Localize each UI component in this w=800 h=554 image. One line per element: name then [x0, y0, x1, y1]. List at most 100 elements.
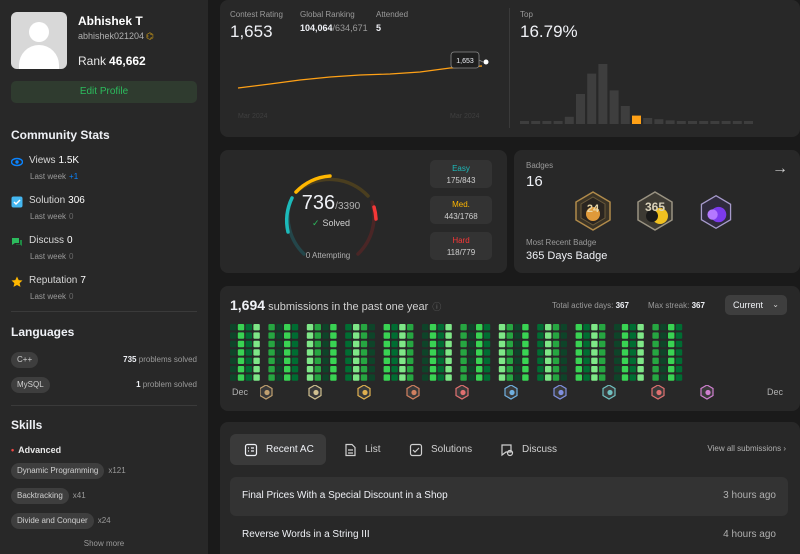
month-label-end: Dec: [767, 387, 784, 397]
language-pill[interactable]: C++: [11, 352, 39, 368]
heatmap-cell: [498, 357, 506, 364]
badge-2024-icon[interactable]: 24: [572, 190, 614, 232]
heatmap-cell: [629, 357, 636, 364]
language-count-value: 735: [123, 355, 137, 364]
heatmap-cell: [560, 366, 567, 373]
heatmap-cell: [591, 349, 598, 356]
avatar[interactable]: [11, 12, 67, 69]
heatmap-cell: [545, 324, 552, 331]
heatmap-cell: [522, 332, 529, 339]
heatmap-cell: [599, 349, 606, 356]
monthly-badge-dot: [411, 389, 417, 396]
histogram-bar: [587, 73, 597, 124]
heatmap-cell: [506, 340, 513, 348]
skill-pill[interactable]: Divide and Conquer: [11, 513, 94, 529]
heatmap-cell: [268, 357, 275, 364]
language-row-mysql: MySQL 1 problem solved: [11, 377, 197, 393]
heatmap-cell: [483, 349, 491, 356]
check-square-icon: [11, 196, 23, 208]
heatmap-cell: [245, 340, 252, 348]
heatmap-cell: [353, 357, 360, 364]
tab-recent-ac[interactable]: Recent AC: [230, 434, 326, 465]
heatmap-cell: [483, 340, 491, 348]
heatmap-cell: [498, 374, 506, 381]
submission-row[interactable]: Reverse Words in a String III 4 hours ag…: [230, 516, 788, 554]
heatmap-cell: [253, 366, 260, 373]
tab-solutions[interactable]: Solutions: [395, 434, 485, 465]
max-streak: Max streak: 367: [648, 301, 705, 310]
heatmap-cell: [353, 324, 360, 331]
difficulty-medium[interactable]: Med. 443/1768: [430, 196, 492, 224]
histogram-bar: [744, 121, 753, 124]
rating-line-chart[interactable]: 1,653 Mar 2024 Mar 2024: [220, 0, 510, 137]
heatmap-cell: [575, 374, 582, 381]
rank-histogram[interactable]: [520, 60, 790, 126]
heatmap-cell: [614, 374, 621, 381]
heatmap-cell: [399, 374, 406, 381]
badge-50-days-icon[interactable]: [698, 194, 734, 230]
user-handle: abhishek021204 ⌬: [78, 31, 154, 42]
heatmap-cell: [237, 349, 245, 356]
skill-pill[interactable]: Dynamic Programming: [11, 463, 105, 479]
heatmap-cell: [422, 332, 429, 339]
heatmap-cell: [514, 349, 521, 356]
heatmap-cell: [660, 340, 667, 348]
heatmap-cell: [276, 332, 283, 339]
top-percent-label: Top: [520, 10, 533, 19]
tab-list[interactable]: List: [329, 434, 393, 465]
heatmap-cell: [483, 332, 491, 339]
heatmap-cell: [345, 332, 352, 339]
heatmap-cell: [468, 324, 475, 331]
heatmap-cell: [230, 366, 237, 373]
active-days: Total active days: 367: [552, 301, 629, 310]
heatmap-cell: [629, 349, 636, 356]
difficulty-easy[interactable]: Easy 175/843: [430, 160, 492, 188]
edit-profile-button[interactable]: Edit Profile: [11, 81, 197, 103]
heatmap-cell: [637, 374, 644, 381]
heatmap-cell: [268, 349, 275, 356]
info-icon[interactable]: ⓘ: [432, 302, 442, 312]
arrow-right-icon[interactable]: →: [772, 160, 788, 177]
heatmap-cell: [245, 357, 252, 364]
heatmap-cell: [660, 374, 667, 381]
heatmap-cell: [575, 357, 582, 364]
heatmap-cell: [476, 374, 483, 381]
heatmap-cell: [460, 349, 467, 356]
difficulty-medium-label: Med.: [452, 200, 470, 209]
heatmap-cell: [498, 366, 506, 373]
heatmap-cell: [230, 374, 237, 381]
heatmap-cell: [291, 374, 299, 381]
histogram-bar: [710, 121, 720, 124]
submissions-heatmap-card: 1,694 submissions in the past one year ⓘ …: [220, 286, 800, 411]
submission-row[interactable]: Final Prices With a Special Discount in …: [230, 477, 788, 516]
heatmap-cell: [330, 324, 337, 331]
heatmap-cell: [514, 366, 521, 373]
heatmap-cell: [322, 324, 329, 331]
submission-time: 4 hours ago: [723, 529, 776, 540]
heatmap-cell: [483, 324, 491, 331]
profile-sidebar: Abhishek T abhishek021204 ⌬ Rank 46,662 Ed…: [0, 0, 208, 554]
tab-discuss[interactable]: Discuss: [486, 434, 576, 465]
skill-pill[interactable]: Backtracking: [11, 488, 69, 504]
language-count-suffix: problems solved: [138, 355, 197, 364]
heatmap-cell: [391, 340, 398, 348]
badge-365-icon[interactable]: 365: [634, 190, 676, 232]
difficulty-hard[interactable]: Hard 118/779: [430, 232, 492, 260]
heatmap-cell: [306, 357, 314, 364]
heatmap-cell: [575, 324, 582, 331]
language-pill[interactable]: MySQL: [11, 377, 50, 393]
show-more-link[interactable]: Show more: [83, 539, 125, 548]
heatmap-cell: [460, 374, 467, 381]
solved-label-text: Solved: [322, 218, 351, 228]
year-select[interactable]: Current ⌄: [725, 295, 787, 315]
heatmap-cell: [591, 340, 598, 348]
heatmap-cell: [360, 332, 368, 339]
view-all-submissions-link[interactable]: View all submissions ›: [707, 444, 786, 453]
heatmap-cell: [668, 340, 675, 348]
difficulty-hard-label: Hard: [452, 236, 470, 245]
submission-heatmap[interactable]: [230, 324, 790, 386]
heatmap-cell: [660, 324, 667, 331]
monthly-badge-dot: [656, 389, 662, 396]
heatmap-cell: [660, 357, 667, 364]
month-label-start: Dec: [232, 387, 249, 397]
